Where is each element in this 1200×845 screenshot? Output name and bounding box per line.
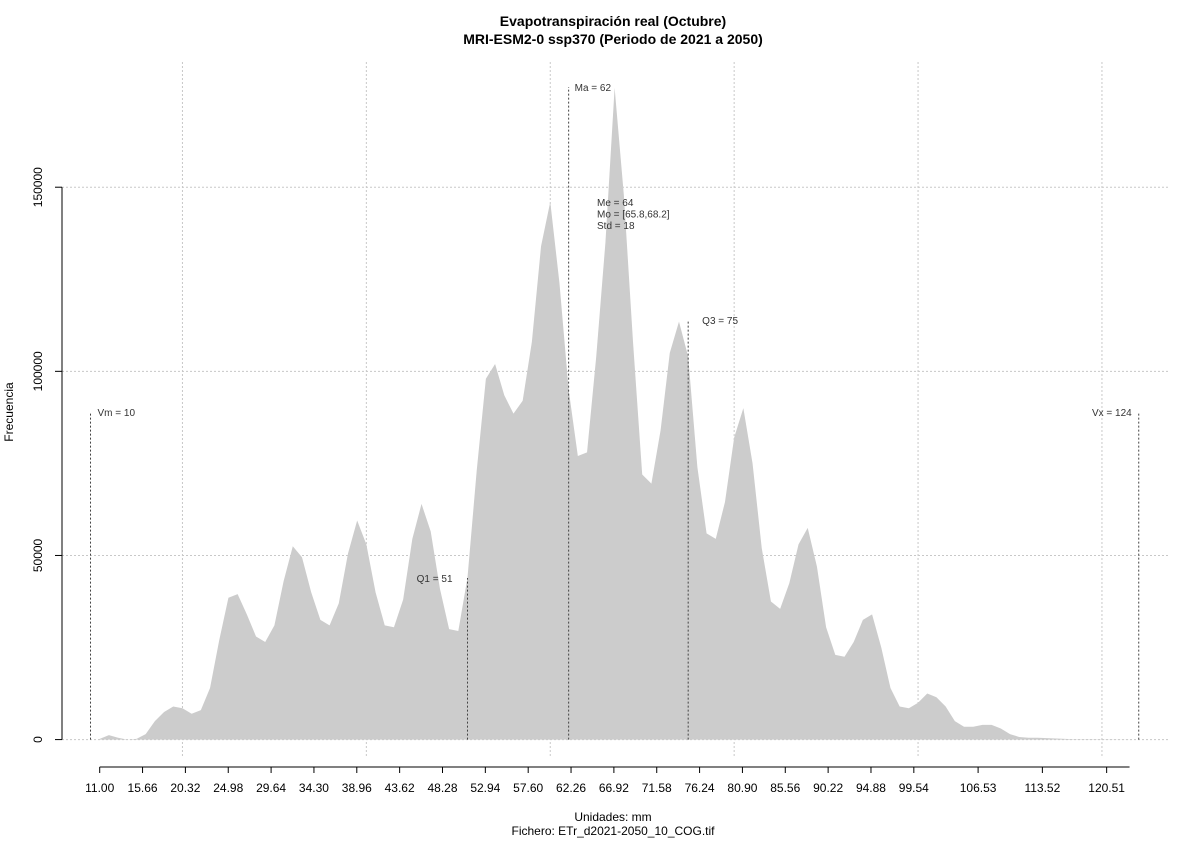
x-tick-label: 80.90 (727, 781, 757, 795)
x-tick-label: 90.22 (813, 781, 843, 795)
y-tick-label: 100000 (31, 351, 45, 391)
x-tick-label: 99.54 (899, 781, 929, 795)
x-axis-label: Unidades: mm (574, 810, 651, 824)
x-tick-label: 85.56 (770, 781, 800, 795)
annotation-label: Vx = 124 (1092, 408, 1132, 419)
y-tick-label: 0 (31, 736, 45, 743)
chart-title: Evapotranspiración real (Octubre) (500, 13, 726, 29)
annotation-label: Ma = 62 (575, 83, 612, 94)
x-tick-label: 106.53 (960, 781, 997, 795)
chart-subtitle: MRI-ESM2-0 ssp370 (Periodo de 2021 a 205… (463, 31, 763, 47)
x-tick-label: 71.58 (642, 781, 672, 795)
area (99, 87, 1130, 740)
x-tick-label: 24.98 (213, 781, 243, 795)
x-tick-label: 94.88 (856, 781, 886, 795)
stat-label: Me = 64 (597, 198, 634, 209)
x-tick-label: 120.51 (1088, 781, 1125, 795)
x-tick-label: 113.52 (1024, 781, 1060, 795)
x-tick-label: 48.28 (427, 781, 457, 795)
x-tick-label: 11.00 (85, 781, 114, 795)
y-tick-label: 150000 (31, 167, 45, 207)
annotation-label: Vm = 10 (98, 408, 136, 419)
x-tick-label: 29.64 (256, 781, 286, 795)
annotation-label: Q3 = 75 (702, 316, 738, 327)
y-axis-label: Frecuencia (2, 382, 16, 442)
x-tick-label: 66.92 (599, 781, 629, 795)
annotation-label: Q1 = 51 (417, 574, 453, 585)
x-tick-label: 34.30 (299, 781, 329, 795)
stat-label: Std = 18 (597, 221, 635, 232)
x-tick-label: 52.94 (470, 781, 500, 795)
y-tick-label: 50000 (31, 538, 45, 572)
caption: Fichero: ETr_d2021-2050_10_COG.tif (512, 824, 716, 838)
x-tick-label: 15.66 (128, 781, 158, 795)
x-tick-label: 43.62 (385, 781, 415, 795)
x-tick-label: 76.24 (685, 781, 715, 795)
x-tick-label: 62.26 (556, 781, 586, 795)
stat-label: Mo = [65.8,68.2] (597, 210, 670, 221)
x-tick-label: 57.60 (513, 781, 543, 795)
x-tick-label: 20.32 (170, 781, 200, 795)
x-tick-label: 38.96 (342, 781, 372, 795)
